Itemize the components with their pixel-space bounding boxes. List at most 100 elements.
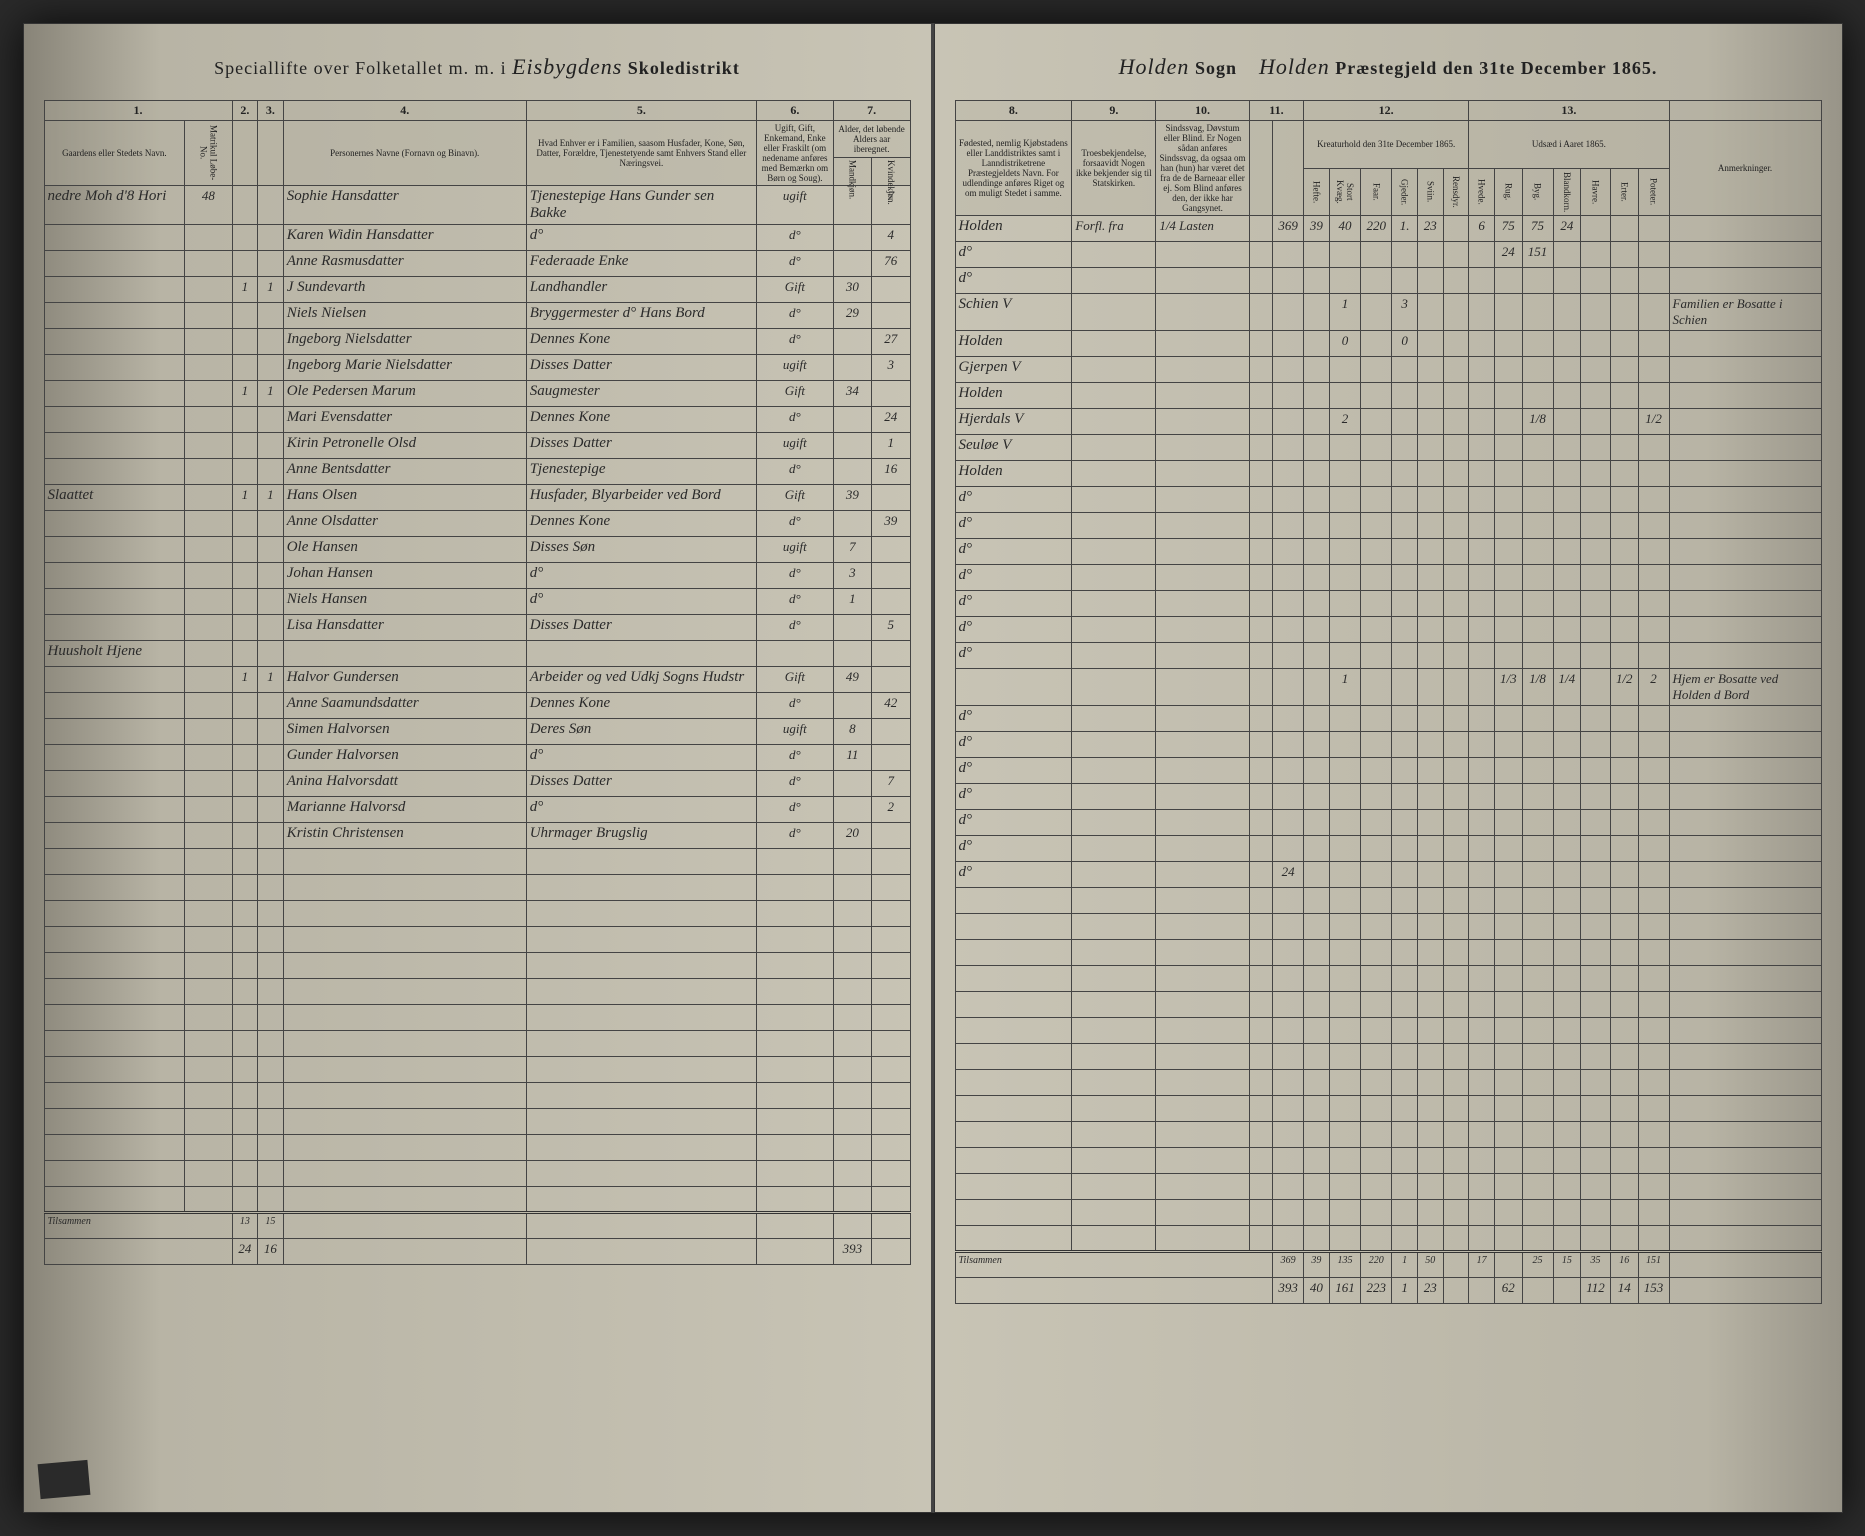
cell-kr xyxy=(1417,513,1443,539)
table-row: Anne Olsdatter Dennes Kone d° 39 xyxy=(44,511,910,537)
cell-11b xyxy=(1273,617,1304,643)
h-birth: Fødested, nemlig Kjøbstadens eller Landd… xyxy=(955,121,1072,216)
cell-kr xyxy=(1443,706,1469,732)
cell-status: d° xyxy=(756,797,833,823)
cell-11b xyxy=(1273,836,1304,862)
cell-ud xyxy=(1469,409,1495,435)
cell-ud xyxy=(1610,706,1638,732)
cell-ud xyxy=(1610,758,1638,784)
cell-ud xyxy=(1581,435,1611,461)
cell-ud: 1/2 xyxy=(1638,409,1669,435)
cell-kr xyxy=(1443,758,1469,784)
cell-kr xyxy=(1443,461,1469,487)
table-row: d° xyxy=(955,784,1821,810)
cell-ud xyxy=(1638,435,1669,461)
table-row: Holden xyxy=(955,461,1821,487)
cell-ud: 6 xyxy=(1469,216,1495,242)
empty-row xyxy=(44,979,910,1005)
cell-birth: d° xyxy=(955,784,1072,810)
cell-kr xyxy=(1304,357,1330,383)
cell-11b xyxy=(1273,758,1304,784)
cell-ud xyxy=(1494,784,1522,810)
cell-ud xyxy=(1553,242,1581,268)
cell-mat xyxy=(185,693,232,719)
cell-ud xyxy=(1610,732,1638,758)
cell-ud xyxy=(1610,643,1638,669)
cell-kr xyxy=(1417,487,1443,513)
cell-note9 xyxy=(1072,383,1156,409)
cell-11a xyxy=(1249,513,1272,539)
cell-11b xyxy=(1273,409,1304,435)
cell-kr xyxy=(1304,669,1330,706)
cell-11b xyxy=(1273,294,1304,331)
census-ledger-spread: Speciallifte over Folketallet m. m. i Ei… xyxy=(23,23,1843,1513)
cell-kr xyxy=(1443,784,1469,810)
cell-note10 xyxy=(1156,591,1249,617)
cell-ud xyxy=(1522,539,1553,565)
cell-ud xyxy=(1638,539,1669,565)
cell-name: Anne Bentsdatter xyxy=(283,459,526,485)
cell-kr xyxy=(1361,513,1392,539)
cell-status: Gift xyxy=(756,381,833,407)
cell-ud xyxy=(1581,862,1611,888)
cell-anm xyxy=(1669,513,1821,539)
cell-kr xyxy=(1361,836,1392,862)
table-row: d° 24151 xyxy=(955,242,1821,268)
cell-kr xyxy=(1443,810,1469,836)
h12-sub: Hefte. xyxy=(1304,168,1330,216)
cell-kr xyxy=(1361,784,1392,810)
cell-role: Deres Søn xyxy=(526,719,756,745)
cell-birth: d° xyxy=(955,539,1072,565)
cell-c2: 1 xyxy=(232,277,258,303)
table-row: d° 24 xyxy=(955,862,1821,888)
cell-c2 xyxy=(232,641,258,667)
cell-c3 xyxy=(258,355,284,381)
cell-c3 xyxy=(258,303,284,329)
cell-place xyxy=(44,251,185,277)
cell-ud xyxy=(1581,268,1611,294)
cell-kr xyxy=(1392,487,1418,513)
cell-role: Bryggermester d° Hans Bord xyxy=(526,303,756,329)
cell-ud xyxy=(1494,435,1522,461)
h-name: Personernes Navne (Fornavn og Binavn). xyxy=(283,121,526,186)
cell-name: Ingeborg Marie Nielsdatter xyxy=(283,355,526,381)
cell-birth: Holden xyxy=(955,383,1072,409)
cell-c3: 1 xyxy=(258,277,284,303)
cell-name: J Sundevarth xyxy=(283,277,526,303)
cell-11a xyxy=(1249,810,1272,836)
cell-11b xyxy=(1273,565,1304,591)
cell-m: 29 xyxy=(833,303,871,329)
cell-kr xyxy=(1392,862,1418,888)
cell-ud xyxy=(1581,331,1611,357)
cell-ud xyxy=(1581,810,1611,836)
cell-k xyxy=(872,381,910,407)
cell-kr xyxy=(1443,216,1469,242)
cell-name: Ole Pedersen Marum xyxy=(283,381,526,407)
cell-m: 11 xyxy=(833,745,871,771)
cell-status: d° xyxy=(756,303,833,329)
cell-note9 xyxy=(1072,294,1156,331)
cell-ud xyxy=(1581,461,1611,487)
cell-ud xyxy=(1553,487,1581,513)
cell-m xyxy=(833,251,871,277)
cell-note9 xyxy=(1072,513,1156,539)
cell-note9 xyxy=(1072,617,1156,643)
cell-status: Gift xyxy=(756,485,833,511)
empty-row xyxy=(955,1096,1821,1122)
cell-role: Landhandler xyxy=(526,277,756,303)
table-row: Anne Rasmusdatter Federaade Enke d° 76 xyxy=(44,251,910,277)
cell-ud xyxy=(1469,331,1495,357)
cell-note10: 1/4 Lasten xyxy=(1156,216,1249,242)
cell-ud xyxy=(1610,268,1638,294)
cell-m xyxy=(833,693,871,719)
cell-anm xyxy=(1669,810,1821,836)
cell-role: Saugmester xyxy=(526,381,756,407)
cell-note9 xyxy=(1072,758,1156,784)
cell-kr xyxy=(1417,383,1443,409)
cell-ud xyxy=(1610,409,1638,435)
footer-val: 16 xyxy=(1610,1252,1638,1278)
cell-kr xyxy=(1361,591,1392,617)
table-row: Ingeborg Nielsdatter Dennes Kone d° 27 xyxy=(44,329,910,355)
cell-kr xyxy=(1304,383,1330,409)
cell-anm xyxy=(1669,836,1821,862)
